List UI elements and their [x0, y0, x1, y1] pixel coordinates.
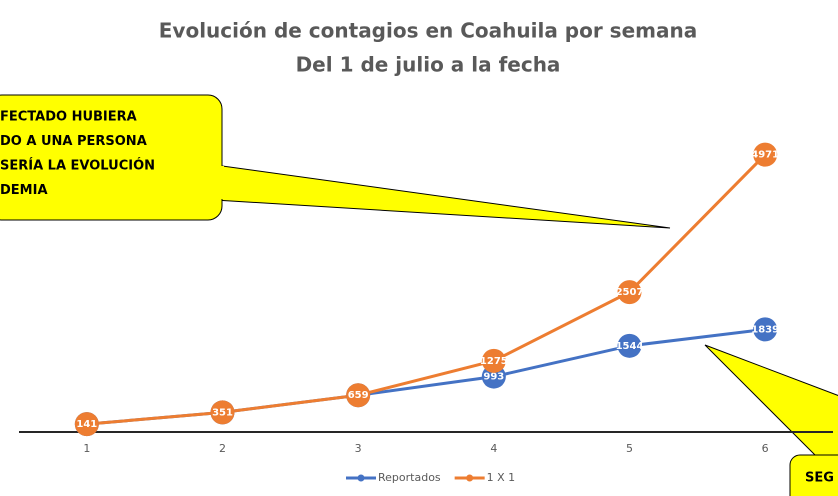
callout-box [0, 94, 223, 221]
data-label: 993 [483, 372, 504, 383]
legend-label: Reportados [378, 471, 441, 484]
legend-marker [466, 474, 474, 482]
callout-pointer [214, 164, 671, 229]
data-label: 2507 [616, 287, 644, 298]
callout-1: FECTADO HUBIERA DO A UNA PERSONA SERÍA LA … [0, 94, 671, 229]
callout-text: FECTADO HUBIERA [0, 110, 137, 125]
data-label: 351 [212, 407, 233, 418]
marker [210, 400, 235, 425]
legend-marker [357, 474, 365, 482]
x-tick-label: 6 [762, 442, 769, 455]
callout-2: SEG [704, 344, 838, 496]
data-label: 1275 [480, 356, 508, 367]
data-label: 1839 [751, 324, 779, 335]
marker [74, 412, 99, 437]
marker [753, 317, 778, 342]
x-tick-label: 3 [355, 442, 362, 455]
data-label: 4971 [751, 150, 779, 161]
marker [481, 348, 506, 373]
chart-subtitle: Del 1 de julio a la fecha [296, 53, 561, 77]
chart-title: Evolución de contagios en Coahuila por s… [159, 19, 697, 43]
legend-label: 1 X 1 [487, 471, 516, 484]
data-label: 659 [348, 390, 369, 401]
x-tick-label: 2 [219, 442, 226, 455]
callout-join [214, 166, 224, 199]
marker [617, 333, 642, 358]
line [86, 153, 767, 426]
marker [753, 142, 778, 167]
callout-text: SERÍA LA EVOLUCIÓN [0, 158, 155, 174]
marker [617, 280, 642, 305]
x-tick-label: 5 [626, 442, 633, 455]
x-tick-label: 1 [83, 442, 90, 455]
x-tick-label: 4 [490, 442, 497, 455]
callout-text: DEMIA [0, 183, 48, 198]
callout-box [789, 454, 838, 496]
data-label: 141 [76, 419, 97, 430]
callout-pointer [704, 344, 838, 463]
callout-text: DO A UNA PERSONA [0, 134, 147, 149]
data-label: 1544 [616, 341, 644, 352]
marker [346, 383, 371, 408]
callout-text: SEG [805, 471, 834, 486]
